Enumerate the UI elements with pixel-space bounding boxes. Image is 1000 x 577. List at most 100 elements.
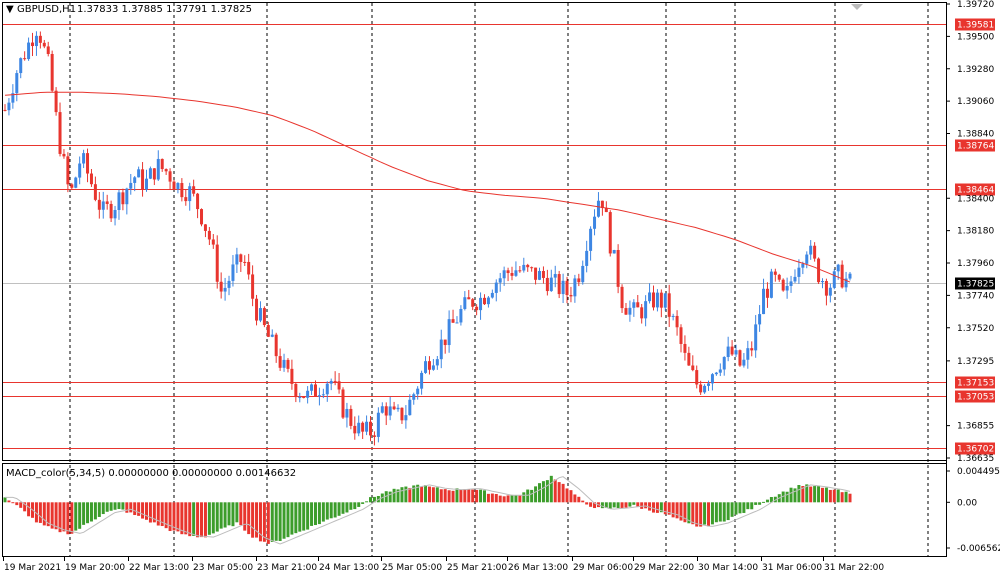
candle-body-109 xyxy=(431,365,435,370)
candle-body-142 xyxy=(561,280,565,295)
candle-body-34 xyxy=(137,169,141,178)
price-tick-label-0: 1.39720 xyxy=(957,0,994,10)
macd-bar-204 xyxy=(805,484,809,503)
candle-body-32 xyxy=(129,182,133,189)
candle-body-77 xyxy=(306,390,310,398)
macd-bar-168 xyxy=(663,502,667,515)
level-label-bg-3 xyxy=(955,376,995,389)
macd-bar-164 xyxy=(648,502,652,511)
candle-body-5 xyxy=(23,58,27,60)
macd-bar-42 xyxy=(168,502,172,532)
macd-bar-128 xyxy=(506,495,510,503)
candle-body-121 xyxy=(479,297,483,311)
price-axis[interactable]: 1.39720 1.39500 1.39280 1.39060 1.38840 1.384… xyxy=(946,0,994,556)
macd-bar-40 xyxy=(160,502,164,527)
macd-bar-79 xyxy=(313,502,317,526)
macd-bar-9 xyxy=(38,502,42,523)
candle-body-180 xyxy=(710,374,714,384)
candle-body-185 xyxy=(730,346,734,355)
macd-bar-160 xyxy=(632,502,636,505)
candle-body-158 xyxy=(624,308,628,315)
candle-body-120 xyxy=(475,306,479,311)
macd-bar-184 xyxy=(726,502,730,521)
macd-bar-214 xyxy=(844,491,848,503)
macd-bar-75 xyxy=(298,502,302,532)
candle-body-37 xyxy=(148,168,152,179)
macd-bar-34 xyxy=(137,502,141,516)
time-label-2: 22 Mar 13:00 xyxy=(129,563,189,573)
macd-bar-8 xyxy=(34,502,38,523)
candle-body-23 xyxy=(93,184,97,200)
time-axis[interactable]: 19 Mar 2021 19 Mar 20:00 22 Mar 13:00 23 Ma… xyxy=(3,556,885,573)
macd-bar-143 xyxy=(565,488,569,503)
macd-bar-117 xyxy=(463,489,467,503)
symbol-dropdown-arrow-icon[interactable]: ▼ xyxy=(6,4,14,15)
macd-bar-126 xyxy=(498,495,502,503)
candle-body-24 xyxy=(97,199,101,210)
macd-bar-13 xyxy=(54,502,58,530)
candle-body-160 xyxy=(632,302,636,308)
macd-bar-70 xyxy=(278,502,282,542)
horizontal-levels[interactable]: 1.39581 1.38764 1.38464 1.37153 1.37053 1.367… xyxy=(3,18,995,455)
macd-bar-52 xyxy=(207,502,211,535)
candle-body-112 xyxy=(443,339,447,346)
candle-body-44 xyxy=(176,183,180,190)
level-label-1: 1.38764 xyxy=(957,142,994,152)
level-label-bg-2 xyxy=(955,183,995,196)
candle-body-211 xyxy=(832,271,836,288)
candle-body-20 xyxy=(82,153,86,164)
macd-bar-2 xyxy=(11,502,15,504)
candle-body-148 xyxy=(585,250,589,266)
macd-bar-72 xyxy=(286,502,290,538)
macd-bar-29 xyxy=(117,502,121,510)
macd-bar-175 xyxy=(691,502,695,525)
macd-bar-206 xyxy=(813,486,817,503)
candle-body-60 xyxy=(239,254,243,262)
macd-bar-186 xyxy=(734,502,738,515)
candle-body-213 xyxy=(840,264,844,288)
macd-tick-label-2: -0.006562 xyxy=(957,544,1000,554)
macd-bar-24 xyxy=(97,502,101,517)
macd-bar-149 xyxy=(589,502,593,507)
candle-body-131 xyxy=(518,270,522,272)
time-label-9: 29 Mar 06:00 xyxy=(573,563,633,573)
macd-bar-80 xyxy=(317,502,321,525)
candle-body-22 xyxy=(89,173,93,185)
candle-body-204 xyxy=(805,254,809,264)
candle-body-27 xyxy=(109,203,113,219)
macd-bar-54 xyxy=(215,502,219,532)
macd-bar-21 xyxy=(86,502,90,524)
macd-bar-171 xyxy=(675,502,679,519)
macd-bar-91 xyxy=(361,502,365,504)
candle-body-57 xyxy=(227,280,231,288)
macd-bar-47 xyxy=(188,502,192,537)
candle-body-79 xyxy=(313,384,317,397)
candle-body-179 xyxy=(707,383,711,386)
current-price-line: 1.37825 xyxy=(3,277,995,290)
macd-bar-60 xyxy=(239,502,243,526)
candle-body-53 xyxy=(211,239,215,245)
candle-body-85 xyxy=(337,381,341,390)
candle-body-46 xyxy=(184,197,188,202)
candle-body-173 xyxy=(683,343,687,353)
macd-bar-61 xyxy=(243,502,247,531)
candle-body-129 xyxy=(510,273,514,276)
macd-bar-49 xyxy=(196,502,200,538)
macd-bar-85 xyxy=(337,502,341,516)
chart-shift-icon[interactable] xyxy=(851,4,863,10)
candle-body-161 xyxy=(636,302,640,308)
candle-body-181 xyxy=(714,372,718,375)
candle-body-141 xyxy=(557,274,561,295)
candle-body-172 xyxy=(679,327,683,344)
candle-body-202 xyxy=(797,267,801,277)
time-label-1: 19 Mar 20:00 xyxy=(65,563,125,573)
candle-body-165 xyxy=(651,292,655,308)
macd-bar-155 xyxy=(612,502,616,508)
symbol-timeframe: GBPUSD,H1 xyxy=(17,4,76,15)
candle-body-101 xyxy=(400,407,404,421)
candle-body-123 xyxy=(486,297,490,305)
macd-bar-167 xyxy=(659,502,663,513)
candle-body-4 xyxy=(19,58,23,74)
